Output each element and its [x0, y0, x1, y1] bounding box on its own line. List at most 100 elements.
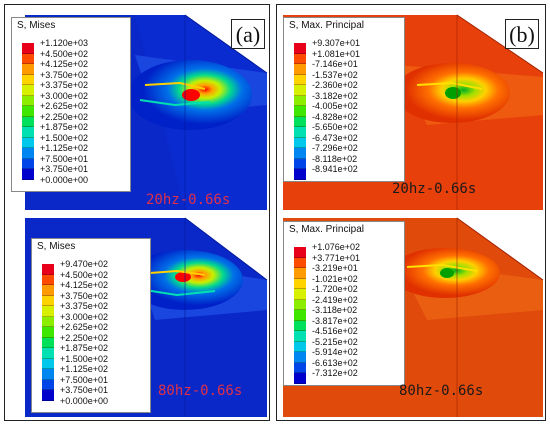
legend-value: +9.307e+01	[312, 38, 361, 48]
principal-legend-80hz: S, Max. Principal +1.076e+02 +3.771e+01 -3…	[283, 221, 405, 386]
legend-value: +1.125e+02	[60, 364, 109, 374]
legend-swatch	[22, 169, 34, 180]
legend-swatch	[22, 158, 34, 169]
legend-value: -5.215e+02	[312, 336, 358, 347]
caption-20hz: 20hz-0.66s	[146, 192, 231, 208]
legend-swatch	[42, 327, 54, 338]
legend-value: +3.375e+02	[60, 301, 109, 311]
legend-swatch	[22, 95, 34, 106]
panel-label-a: (a)	[231, 19, 265, 49]
legend-value: +9.470e+02	[60, 259, 109, 269]
panel-a: S, Mises +1.120e+03 +4.500e+02 +4.125e+02 +…	[4, 4, 270, 421]
legend-swatch	[294, 268, 306, 279]
legend-value: +1.076e+02	[312, 242, 361, 252]
legend-title: S, Max. Principal	[289, 224, 365, 235]
legend-swatch	[294, 43, 306, 54]
legend-value: -6.473e+02	[312, 132, 358, 143]
legend-swatch	[294, 137, 306, 148]
legend-swatch	[294, 95, 306, 106]
legend-value: +4.125e+02	[40, 59, 89, 69]
legend-swatch	[22, 106, 34, 117]
legend-values: +1.120e+03 +4.500e+02 +4.125e+02 +3.750e+02…	[40, 38, 140, 185]
legend-swatch	[294, 127, 306, 138]
legend-value: +3.750e+01	[40, 164, 89, 174]
legend-swatch	[294, 278, 306, 289]
legend-value: -5.914e+02	[312, 347, 358, 357]
legend-value: -7.296e+02	[312, 143, 358, 153]
caption-20hz: 20hz-0.66s	[392, 181, 477, 197]
legend-title: S, Max. Principal	[289, 20, 365, 31]
legend-swatch	[42, 348, 54, 359]
legend-value: +1.875e+02	[40, 122, 89, 132]
legend-value: +3.375e+02	[40, 80, 89, 90]
legend-swatches	[42, 264, 54, 401]
legend-value: +4.125e+02	[60, 280, 109, 290]
legend-swatches	[294, 43, 306, 180]
legend-swatch	[294, 169, 306, 180]
legend-value: +3.000e+02	[60, 311, 109, 322]
legend-value: -7.312e+02	[312, 368, 358, 378]
legend-swatch	[22, 85, 34, 96]
legend-value: +3.000e+02	[40, 90, 89, 101]
legend-value: -1.720e+02	[312, 284, 358, 294]
panel-b: S, Max. Principal +9.307e+01 +1.081e+01 -7…	[276, 4, 546, 421]
legend-value: +7.500e+01	[60, 374, 109, 385]
legend-swatch	[294, 85, 306, 96]
legend-swatches	[22, 43, 34, 180]
mises-legend-20hz: S, Mises +1.120e+03 +4.500e+02 +4.125e+02 +…	[11, 17, 131, 192]
legend-value: -5.650e+02	[312, 122, 358, 132]
legend-swatch	[42, 337, 54, 348]
legend-value: +2.625e+02	[60, 322, 109, 332]
legend-value: +3.750e+02	[40, 69, 89, 80]
legend-title: S, Mises	[17, 20, 56, 31]
legend-swatch	[294, 341, 306, 352]
legend-value: +7.500e+01	[40, 153, 89, 164]
legend-value: -1.537e+02	[312, 69, 358, 80]
legend-swatch	[294, 74, 306, 85]
legend-value: +3.771e+01	[312, 252, 361, 263]
legend-value: +1.125e+02	[40, 143, 89, 153]
legend-value: +1.875e+02	[60, 343, 109, 353]
legend-value: +2.250e+02	[40, 111, 89, 122]
legend-value: -8.941e+02	[312, 164, 358, 174]
legend-swatch	[42, 358, 54, 369]
legend-value: -8.118e+02	[312, 153, 358, 164]
legend-swatch	[294, 247, 306, 258]
legend-swatch	[22, 53, 34, 64]
legend-value: +1.500e+02	[40, 132, 89, 143]
legend-value: +0.000e+00	[40, 174, 89, 185]
legend-title: S, Mises	[37, 241, 76, 252]
legend-swatch	[22, 74, 34, 85]
legend-value: +1.081e+01	[312, 48, 361, 59]
legend-swatch	[294, 64, 306, 75]
caption-80hz: 80hz-0.66s	[158, 383, 243, 399]
legend-swatch	[42, 306, 54, 317]
legend-swatch	[42, 369, 54, 380]
legend-value: -2.419e+02	[312, 294, 358, 305]
legend-swatch	[294, 257, 306, 268]
legend-swatch	[22, 116, 34, 127]
legend-swatch	[294, 289, 306, 300]
mises-legend-80hz: S, Mises +9.470e+02 +4.500e+02 +4.125e+02 +…	[31, 238, 151, 413]
legend-value: -3.219e+01	[312, 263, 358, 273]
caption-80hz: 80hz-0.66s	[399, 383, 484, 399]
legend-swatch	[294, 352, 306, 363]
legend-value: +3.750e+01	[60, 385, 109, 395]
legend-value: -7.146e+01	[312, 59, 358, 69]
legend-swatch	[294, 320, 306, 331]
legend-swatch	[42, 390, 54, 401]
legend-swatch	[294, 106, 306, 117]
legend-value: -4.005e+02	[312, 101, 358, 111]
legend-swatch	[22, 64, 34, 75]
legend-swatch	[294, 310, 306, 321]
legend-swatch	[22, 148, 34, 159]
legend-swatch	[294, 299, 306, 310]
legend-value: +1.120e+03	[40, 38, 89, 48]
legend-swatch	[42, 316, 54, 327]
principal-legend-20hz: S, Max. Principal +9.307e+01 +1.081e+01 -7…	[283, 17, 405, 182]
legend-swatches	[294, 247, 306, 384]
legend-value: -6.613e+02	[312, 357, 358, 368]
legend-value: -4.828e+02	[312, 111, 358, 122]
legend-value: +3.750e+02	[60, 290, 109, 301]
legend-value: -3.118e+02	[312, 305, 358, 315]
